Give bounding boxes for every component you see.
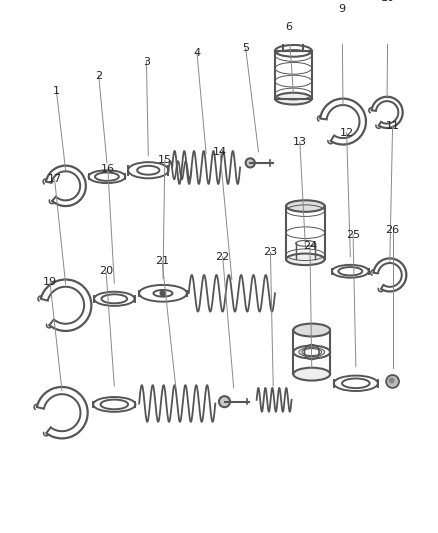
Text: 9: 9 <box>339 4 346 14</box>
Ellipse shape <box>286 200 325 212</box>
Circle shape <box>389 378 394 383</box>
Text: 15: 15 <box>158 155 172 165</box>
Text: 22: 22 <box>215 252 230 262</box>
Ellipse shape <box>293 324 330 336</box>
Ellipse shape <box>286 254 325 265</box>
Text: 21: 21 <box>155 256 169 266</box>
Text: 1: 1 <box>53 86 60 96</box>
Ellipse shape <box>293 368 330 381</box>
Text: 10: 10 <box>381 0 395 3</box>
Circle shape <box>386 375 399 388</box>
Ellipse shape <box>275 93 312 104</box>
Text: 16: 16 <box>101 164 115 174</box>
Text: 24: 24 <box>303 240 317 251</box>
Text: 23: 23 <box>263 247 278 257</box>
Text: 4: 4 <box>194 47 201 58</box>
Text: 5: 5 <box>242 43 249 53</box>
Ellipse shape <box>283 33 304 40</box>
Text: 13: 13 <box>293 137 307 147</box>
Text: 3: 3 <box>143 57 150 67</box>
Circle shape <box>219 396 230 407</box>
Text: 20: 20 <box>99 266 113 276</box>
Text: 19: 19 <box>43 277 57 287</box>
Text: 17: 17 <box>48 174 62 184</box>
Circle shape <box>160 290 166 296</box>
Text: 14: 14 <box>213 147 227 157</box>
Text: 26: 26 <box>385 225 399 235</box>
Text: 2: 2 <box>95 71 102 80</box>
Text: 25: 25 <box>346 230 360 239</box>
Text: 6: 6 <box>285 22 292 32</box>
Text: 11: 11 <box>385 121 399 131</box>
Circle shape <box>246 158 255 167</box>
Text: 12: 12 <box>339 127 354 138</box>
